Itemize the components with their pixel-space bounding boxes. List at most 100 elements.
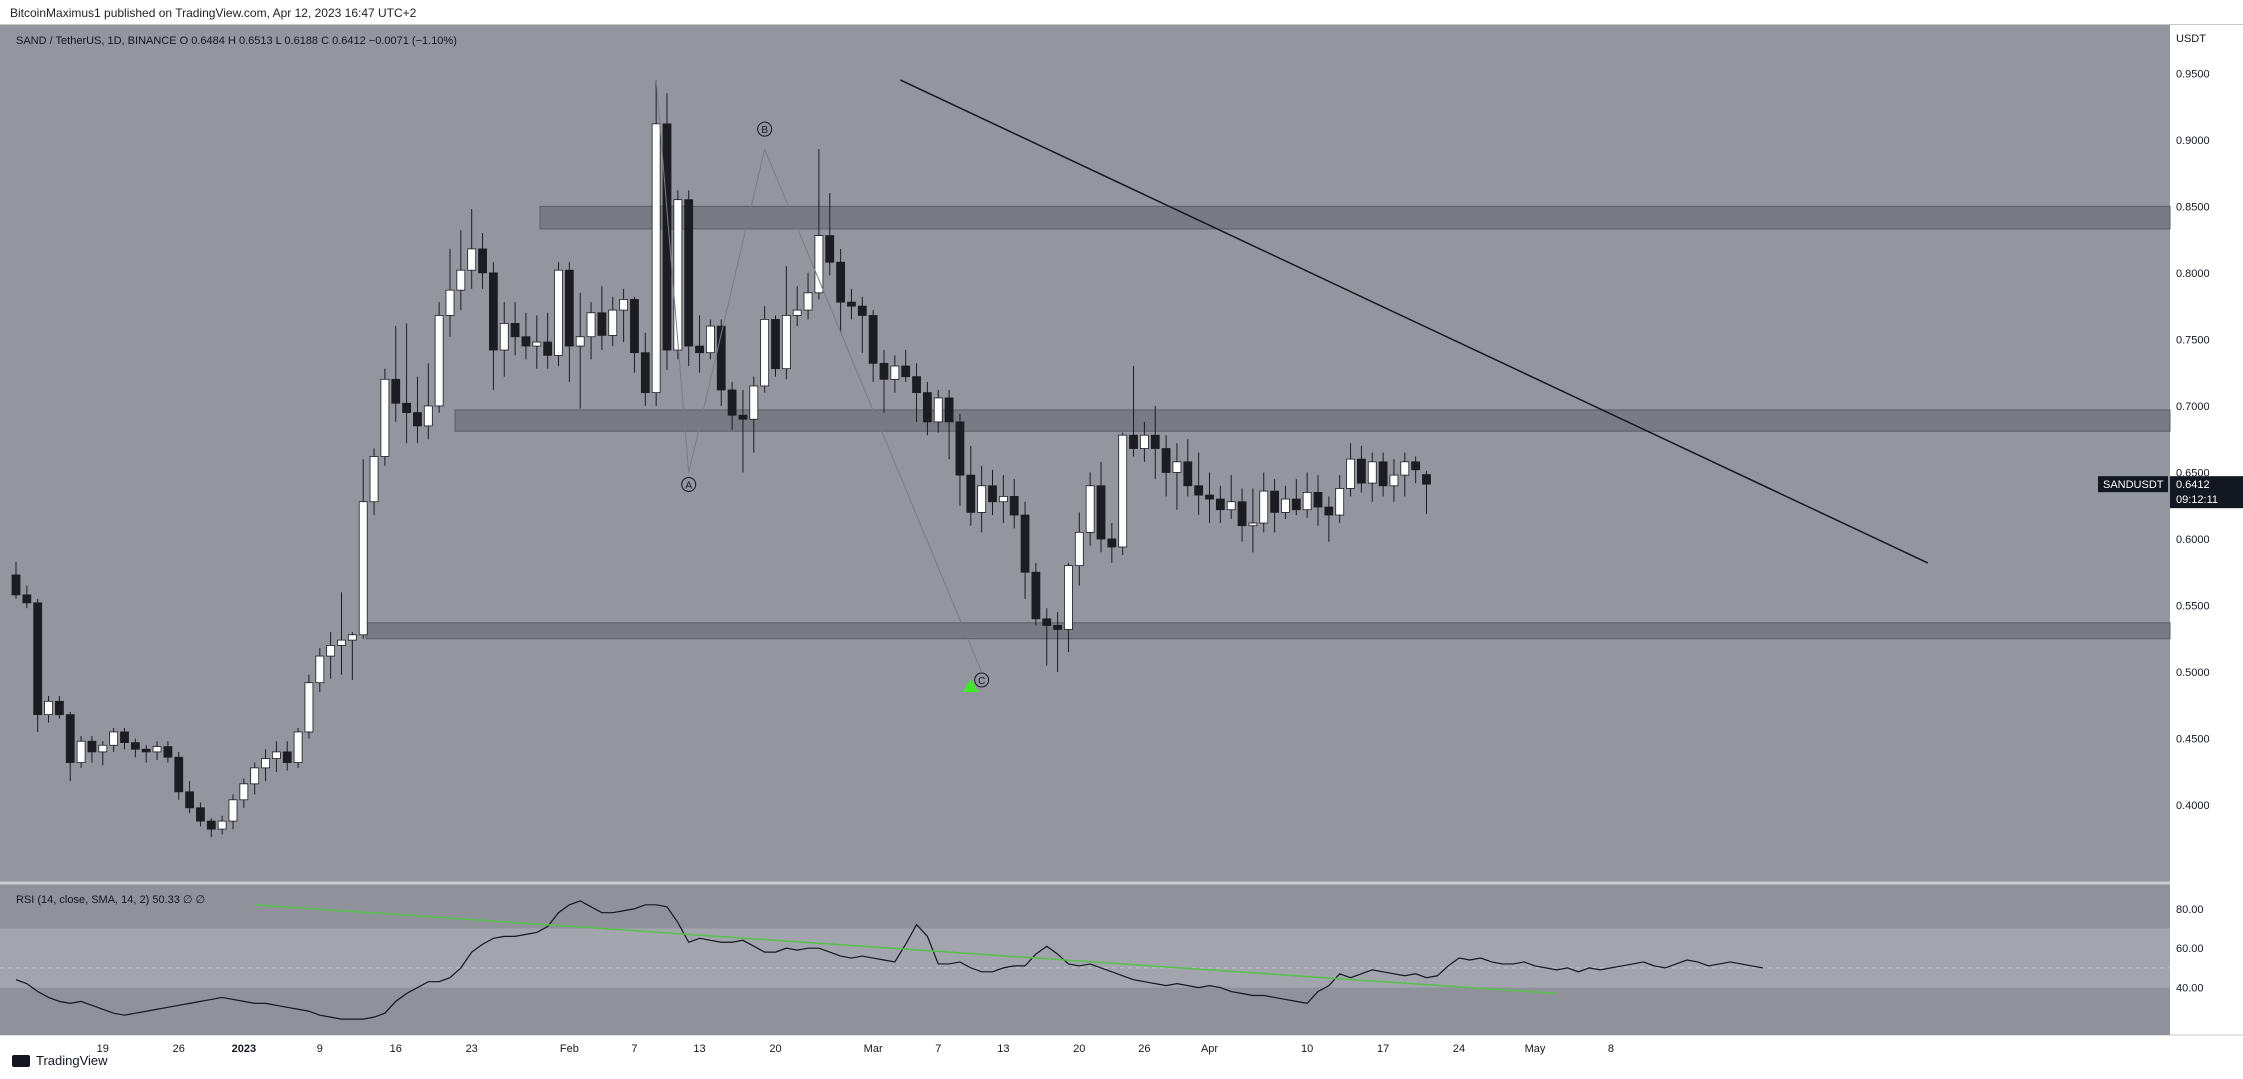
candle-body	[1346, 458, 1355, 489]
price-tick-label: 0.4000	[2176, 800, 2210, 812]
candle-body	[543, 341, 553, 356]
candle-body	[206, 820, 216, 830]
candle-body	[1281, 498, 1290, 513]
candle-body	[1009, 496, 1019, 516]
candle-body	[564, 269, 574, 347]
wave-label-c: C	[978, 676, 985, 687]
price-zone	[365, 622, 2171, 640]
candle-body	[1074, 531, 1084, 567]
candle-body	[228, 799, 238, 822]
candle-body	[261, 758, 270, 769]
price-tick-label: 0.5000	[2176, 667, 2210, 679]
price-zone	[454, 409, 2171, 432]
candle-body	[76, 740, 86, 763]
candle-body	[716, 325, 726, 391]
candle-body	[1367, 461, 1377, 484]
candle-body	[1118, 434, 1128, 548]
candle-body	[467, 248, 477, 271]
candle-body	[109, 731, 119, 746]
candle-body	[282, 751, 292, 763]
tradingview-logo-icon	[12, 1054, 30, 1067]
candle-body	[510, 323, 520, 338]
time-tick-label: 13	[997, 1043, 1009, 1055]
candle-body	[1270, 490, 1279, 513]
candle-body	[619, 299, 628, 311]
candle-body	[217, 820, 227, 830]
candle-body	[87, 740, 97, 753]
candle-body	[456, 269, 466, 291]
candle-body	[749, 385, 759, 420]
candle-body	[22, 594, 32, 604]
price-tick-label: 0.8500	[2176, 201, 2210, 213]
time-tick-label: 7	[631, 1043, 637, 1055]
candle-body	[1053, 625, 1062, 630]
candle-body	[1411, 461, 1421, 471]
candle-body	[196, 807, 205, 822]
candle-body	[586, 312, 596, 338]
footer-brand: TradingView	[36, 1053, 108, 1068]
time-tick-label: 26	[173, 1043, 185, 1055]
candle-body	[1031, 571, 1041, 620]
candle-body	[706, 325, 715, 354]
candle-body	[33, 602, 43, 716]
bullish-triangle-marker	[962, 679, 979, 693]
candle-body	[1129, 434, 1138, 449]
candle-body	[738, 414, 748, 420]
candle-body	[1357, 458, 1366, 484]
candle-body	[792, 309, 802, 316]
price-tick-label: 0.9000	[2176, 135, 2210, 147]
candle-body	[760, 319, 770, 387]
time-tick-label: 8	[1608, 1043, 1614, 1055]
candle-body	[44, 700, 53, 716]
candle-body	[337, 639, 346, 646]
time-tick-label: 23	[466, 1043, 478, 1055]
candle-countdown: 09:12:11	[2176, 494, 2218, 506]
candle-body	[1422, 474, 1431, 485]
price-tick-label: 0.6000	[2176, 534, 2210, 546]
time-tick-label: 10	[1301, 1043, 1313, 1055]
candle-body	[575, 336, 585, 347]
wave-label-circle	[681, 476, 697, 492]
candle-body	[781, 315, 791, 370]
time-tick-label: 24	[1453, 1043, 1465, 1055]
candle-body	[488, 272, 498, 351]
candle-body	[1226, 501, 1236, 511]
candle-body	[597, 312, 607, 336]
candle-body	[1335, 488, 1345, 516]
candle-body	[130, 742, 140, 750]
candle-body	[1096, 485, 1106, 540]
rsi-band	[0, 928, 2170, 988]
price-tick-label: 0.5500	[2176, 601, 2210, 613]
candle-body	[1183, 461, 1193, 487]
price-tick-label: 0.9500	[2176, 68, 2210, 80]
candle-body	[662, 123, 672, 351]
candle-body	[836, 261, 845, 303]
candle-body	[825, 235, 835, 263]
last-price-box	[2170, 476, 2243, 509]
last-price-value: 0.6412	[2176, 479, 2210, 491]
candle-body	[879, 362, 889, 380]
time-tick-label: 13	[693, 1043, 705, 1055]
price-chart[interactable]: USDT A B C 0.9500 0.9000 0.8500 0.8000 0.7500 0…	[0, 25, 2243, 1060]
time-tick-label: 17	[1377, 1043, 1389, 1055]
candle-body	[727, 389, 737, 416]
candle-body	[1313, 492, 1323, 508]
candle-body	[174, 756, 184, 793]
time-tick-label: Apr	[1201, 1043, 1218, 1055]
time-tick-label: 9	[317, 1043, 323, 1055]
candle-body	[955, 421, 965, 476]
candle-body	[120, 731, 129, 743]
price-zone	[539, 205, 2171, 230]
price-tick-label: 0.7500	[2176, 334, 2210, 346]
candle-body	[445, 289, 455, 316]
price-tick-label: 0.7000	[2176, 401, 2210, 413]
candle-body	[11, 574, 21, 596]
price-axis-background	[2170, 25, 2243, 1060]
candle-body	[966, 474, 976, 513]
candle-body	[304, 682, 314, 733]
candle-body	[673, 199, 683, 351]
candle-body	[901, 365, 911, 378]
candle-body	[608, 309, 618, 336]
candle-body	[1085, 485, 1095, 533]
candle-body	[1064, 565, 1073, 630]
